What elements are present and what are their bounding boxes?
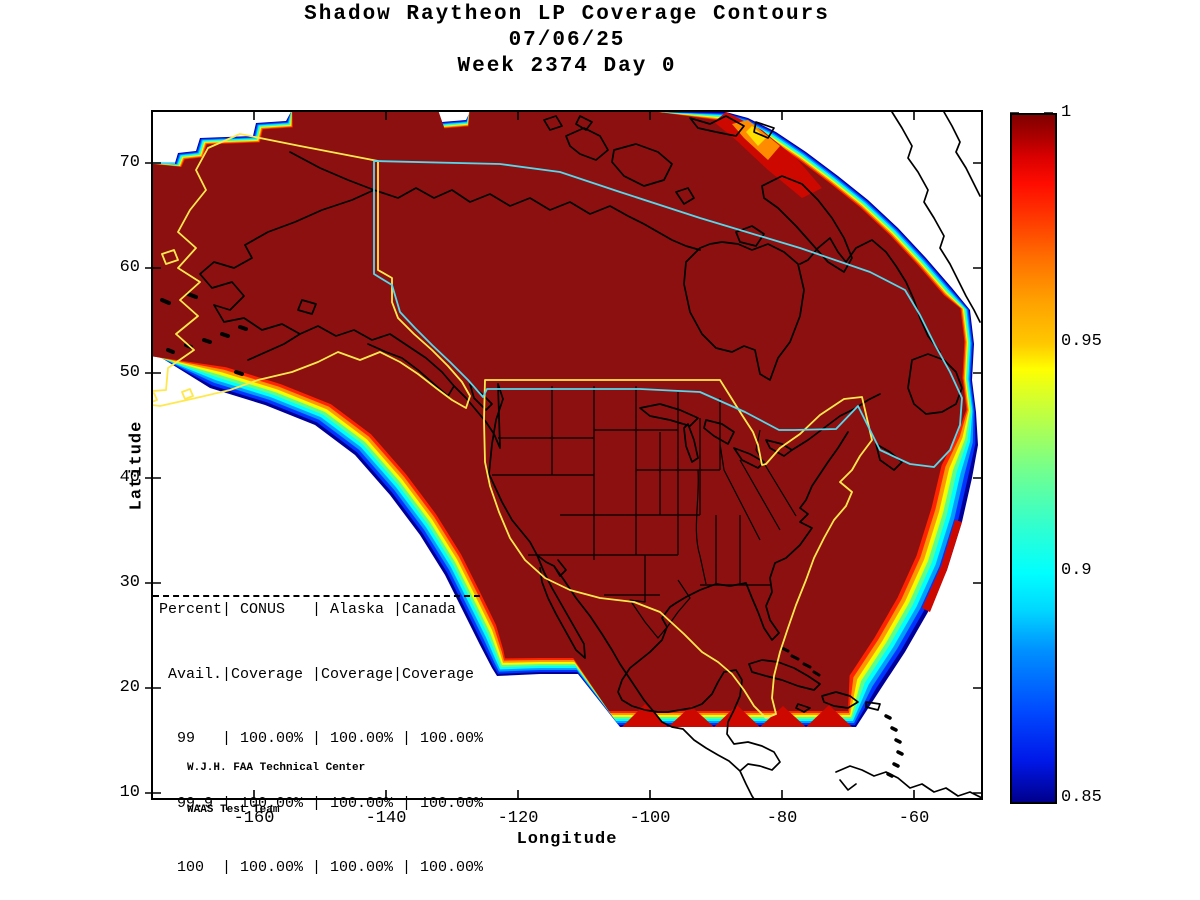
table-row-999: 99.9 | 100.00% | 100.00% | 100.00% xyxy=(159,794,484,812)
credit-block: W.J.H. FAA Technical Center WAAS Test Te… xyxy=(187,733,365,845)
colorbar-tick-085: 0.85 xyxy=(1061,788,1102,807)
y-tick-10: 10 xyxy=(119,783,140,802)
coastlines xyxy=(160,111,982,799)
chart-title: Shadow Raytheon LP Coverage Contours xyxy=(304,3,830,26)
y-tick-70: 70 xyxy=(119,153,140,172)
x-tick-m160: -160 xyxy=(233,809,275,828)
table-row-100: 100 | 100.00% | 100.00% | 100.00% xyxy=(159,859,484,876)
chart-date: 07/06/25 xyxy=(508,29,626,52)
colorbar xyxy=(1010,113,1057,804)
table-separator-dashed-line xyxy=(153,595,480,597)
table-header-row1: Percent| CONUS | Alaska |Canada xyxy=(159,601,457,618)
y-tick-60: 60 xyxy=(119,258,140,277)
alaska-region-outline xyxy=(152,133,471,409)
state-boundaries xyxy=(492,386,797,639)
y-tick-30: 30 xyxy=(119,573,140,592)
x-tick-m100: -100 xyxy=(629,809,671,828)
credit-line-1: W.J.H. FAA Technical Center xyxy=(187,762,366,774)
availability-contour-bands xyxy=(152,111,978,727)
x-tick-m120: -120 xyxy=(497,809,539,828)
x-tick-m60: -60 xyxy=(898,809,930,828)
axis-ticks xyxy=(145,111,982,799)
plot-border xyxy=(151,110,983,800)
x-tick-m80: -80 xyxy=(766,809,798,828)
colorbar-tick-095: 0.95 xyxy=(1061,332,1102,351)
y-tick-20: 20 xyxy=(119,678,140,697)
northeast-orange-patch xyxy=(732,120,780,160)
colorbar-tick-1: 1 xyxy=(1061,103,1072,122)
chart-title-block: Shadow Raytheon LP Coverage Contours 07/… xyxy=(0,2,1134,80)
y-tick-50: 50 xyxy=(119,363,140,382)
coverage-stats-table: Percent| CONUS | Alaska |Canada Avail.|C… xyxy=(159,556,483,900)
table-header-row2: Avail.|Coverage |Coverage|Coverage xyxy=(159,665,475,683)
contour-band-8 xyxy=(152,111,967,711)
table-row-99: 99 | 100.00% | 100.00% | 100.00% xyxy=(159,730,484,747)
y-tick-40: 40 xyxy=(119,468,140,487)
y-axis-label: Latitude xyxy=(127,420,147,511)
x-tick-m140: -140 xyxy=(365,809,407,828)
credit-line-2: WAAS Test Team xyxy=(187,804,280,816)
chart-week-day: Week 2374 Day 0 xyxy=(457,55,677,78)
canada-region-outline xyxy=(373,160,963,468)
colorbar-tick-09: 0.9 xyxy=(1061,561,1092,580)
x-axis-label: Longitude xyxy=(516,830,618,849)
conus-region-outline xyxy=(483,379,873,719)
